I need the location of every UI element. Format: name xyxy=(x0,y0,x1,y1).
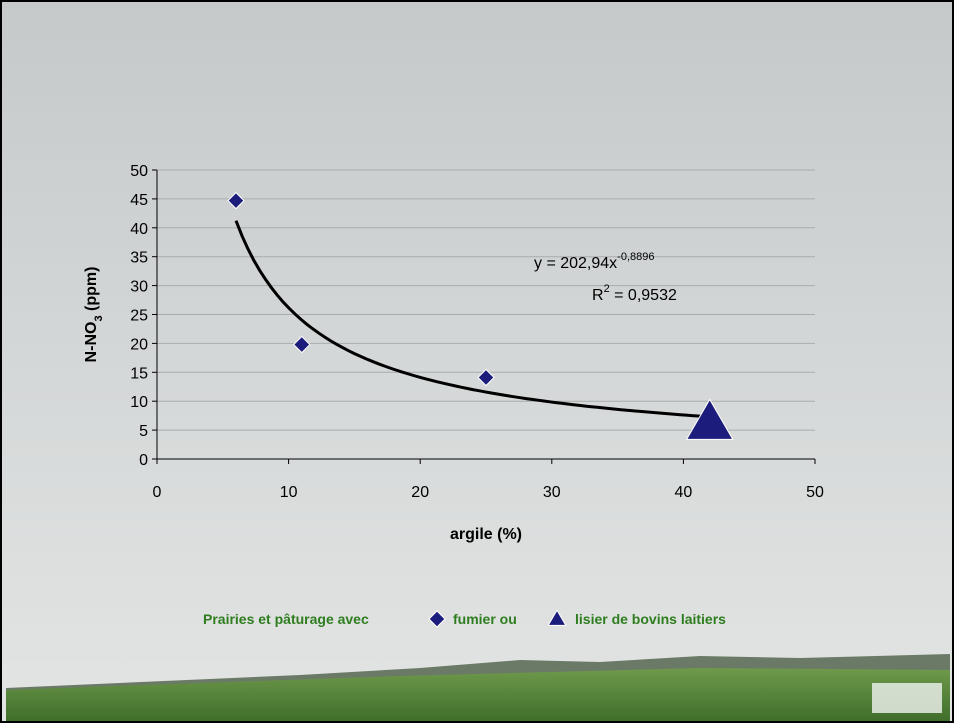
x-tick-label: 40 xyxy=(675,484,693,501)
y-tick-label: 45 xyxy=(130,192,148,209)
equation-main: y = 202,94x xyxy=(534,255,617,272)
y-axis-title-part: N-NO xyxy=(83,322,100,363)
r2-r: R xyxy=(592,287,604,304)
y-tick-label: 10 xyxy=(130,394,148,411)
legend-title: Prairies et pâturage avec xyxy=(203,611,369,627)
y-tick-label: 35 xyxy=(130,250,148,267)
x-tick-label: 10 xyxy=(280,484,298,501)
y-tick-label: 20 xyxy=(130,336,148,353)
y-tick-label: 25 xyxy=(130,308,148,325)
x-tick-label: 30 xyxy=(543,484,561,501)
y-tick-label: 30 xyxy=(130,279,148,296)
slide: 0 5 10 15 20 25 30 35 40 45 50 0 10 20 30 40 50 argile (%… xyxy=(0,0,954,723)
equation-exponent: -0,8896 xyxy=(617,251,654,263)
y-tick-label: 15 xyxy=(130,365,148,382)
x-tick-label: 20 xyxy=(411,484,429,501)
y-axis-title-part: (ppm) xyxy=(83,267,100,316)
r2-value: = 0,9532 xyxy=(610,287,677,304)
x-tick-label: 50 xyxy=(806,484,824,501)
y-tick-label: 0 xyxy=(139,452,148,469)
legend-label: fumier ou xyxy=(453,611,517,627)
legend-label: lisier de bovins laitiers xyxy=(575,611,726,627)
y-tick-label: 50 xyxy=(130,163,148,180)
x-axis-title: argile (%) xyxy=(450,526,522,543)
logo xyxy=(872,683,942,713)
y-tick-label: 40 xyxy=(130,221,148,238)
x-tick-label: 0 xyxy=(153,484,162,501)
y-tick-label: 5 xyxy=(139,423,148,440)
